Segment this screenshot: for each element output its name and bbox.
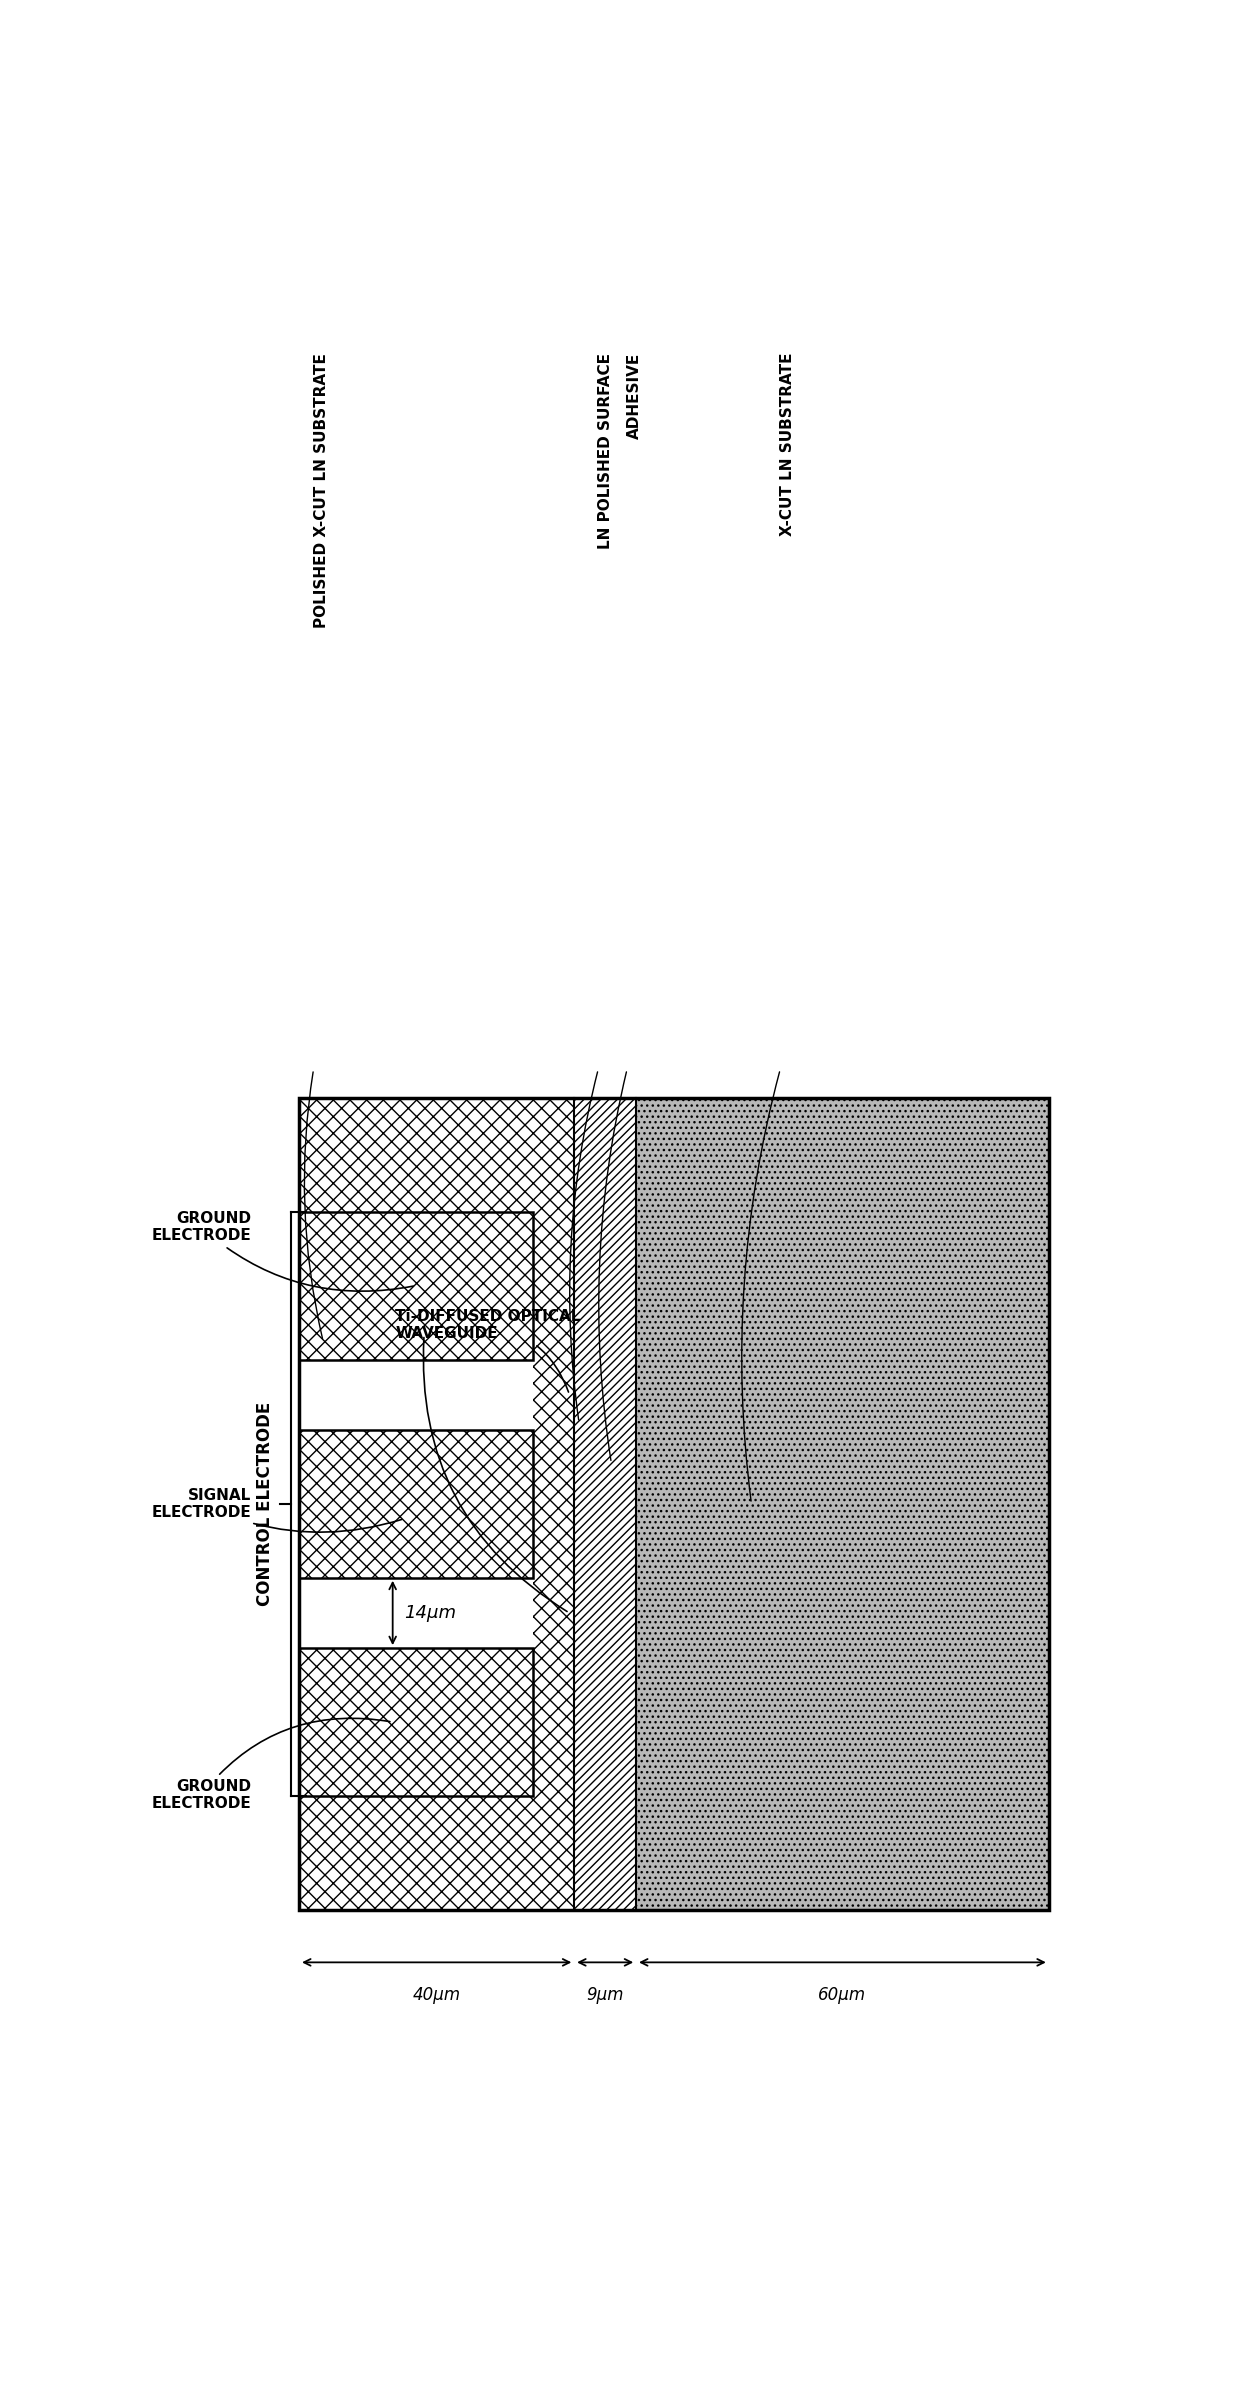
Text: 9μm: 9μm (587, 1987, 624, 2003)
Text: SIGNAL
ELECTRODE: SIGNAL ELECTRODE (151, 1489, 402, 1532)
Bar (299, 1429, 533, 1577)
Bar (299, 1212, 533, 1360)
Text: Ti-DIFFUSED OPTICAL
WAVEGUIDE: Ti-DIFFUSED OPTICAL WAVEGUIDE (396, 1310, 580, 1391)
Bar (636, 1098, 1049, 1910)
Bar (299, 1648, 533, 1796)
Text: 40μm: 40μm (413, 1987, 461, 2003)
Bar (299, 1098, 574, 1910)
Bar (299, 1098, 1049, 1910)
Text: GROUND
ELECTRODE: GROUND ELECTRODE (151, 1717, 389, 1810)
Text: GROUND
ELECTRODE: GROUND ELECTRODE (151, 1210, 413, 1291)
Bar (574, 1098, 636, 1910)
Bar (299, 1577, 533, 1648)
Text: CONTROL ELECTRODE: CONTROL ELECTRODE (257, 1401, 274, 1605)
Text: 60μm: 60μm (818, 1987, 867, 2003)
Text: ADHESIVE: ADHESIVE (627, 353, 642, 438)
Text: 14μm: 14μm (404, 1603, 456, 1622)
Text: LN POLISHED SURFACE: LN POLISHED SURFACE (598, 353, 614, 548)
Bar (299, 1360, 533, 1429)
Text: X-CUT LN SUBSTRATE: X-CUT LN SUBSTRATE (780, 353, 795, 536)
Text: POLISHED X-CUT LN SUBSTRATE: POLISHED X-CUT LN SUBSTRATE (314, 353, 329, 626)
